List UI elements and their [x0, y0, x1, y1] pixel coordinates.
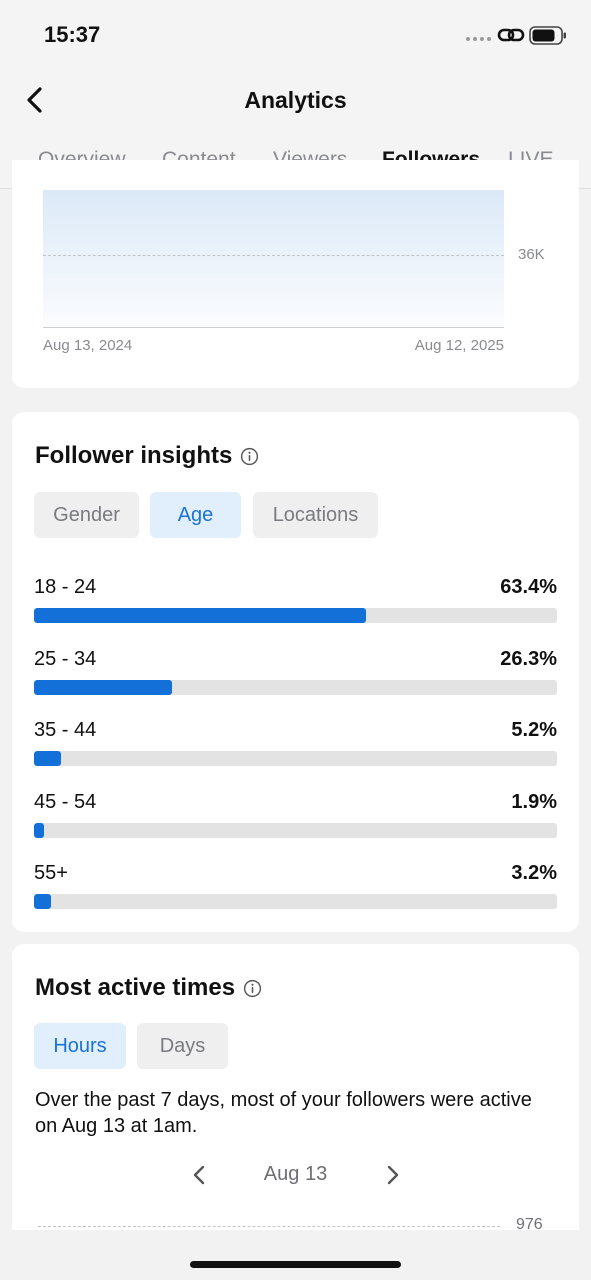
active-times-title-text: Most active times: [35, 974, 236, 1001]
info-icon[interactable]: [240, 447, 259, 466]
active-chart-y-label: 976: [516, 1216, 543, 1233]
battery-icon: [529, 26, 566, 45]
status-bar: 15:37: [0, 0, 591, 70]
age-bar-track: [34, 823, 557, 838]
page-title: Analytics: [244, 87, 347, 113]
chart-gridline: [43, 255, 504, 256]
age-group-label: 55+: [34, 862, 68, 884]
chart-x-end-label: Aug 12, 2025: [414, 337, 504, 354]
chevron-left-icon: [27, 87, 42, 113]
age-group-value: 63.4%: [500, 576, 557, 598]
bottom-safe-area: [0, 1230, 591, 1280]
age-bar-fill: [34, 680, 172, 695]
age-group-value: 3.2%: [511, 862, 557, 884]
filter-days-chip[interactable]: Days: [137, 1023, 228, 1069]
age-row: 25 - 34 26.3%: [34, 648, 557, 698]
link-icon: [497, 28, 525, 42]
insights-title: Follower insights: [35, 442, 259, 470]
active-chart-gridline: [38, 1226, 500, 1227]
age-row: 18 - 24 63.4%: [34, 576, 557, 626]
age-bar-track: [34, 894, 557, 909]
age-bar-fill: [34, 823, 44, 838]
age-bar-fill: [34, 751, 62, 766]
age-group-label: 25 - 34: [34, 648, 97, 670]
age-row: 55+ 3.2%: [34, 862, 557, 912]
filter-hours-chip[interactable]: Hours: [34, 1023, 126, 1069]
age-group-value: 26.3%: [500, 648, 557, 670]
age-group-value: 1.9%: [511, 791, 557, 813]
age-group-value: 5.2%: [511, 719, 557, 741]
age-bar-track: [34, 751, 557, 766]
active-times-description: Over the past 7 days, most of your follo…: [35, 1089, 532, 1137]
active-times-title: Most active times: [35, 974, 262, 1002]
chevron-left-icon: [193, 1165, 205, 1185]
back-button[interactable]: [18, 84, 50, 116]
next-day-button[interactable]: [380, 1162, 406, 1188]
age-row: 35 - 44 5.2%: [34, 719, 557, 769]
chart-x-start-label: Aug 13, 2024: [43, 337, 133, 354]
age-bar-track: [34, 608, 557, 623]
status-time: 15:37: [44, 22, 101, 47]
selected-date: Aug 13: [263, 1163, 328, 1185]
age-row: 45 - 54 1.9%: [34, 791, 557, 841]
age-group-label: 35 - 44: [34, 719, 97, 741]
age-bar-fill: [34, 894, 51, 909]
age-group-label: 45 - 54: [34, 791, 97, 813]
chevron-right-icon: [387, 1165, 399, 1185]
age-bar-track: [34, 680, 557, 695]
chart-area-fill: [43, 190, 504, 327]
filter-locations-chip[interactable]: Locations: [253, 492, 378, 538]
insights-title-text: Follower insights: [35, 442, 233, 469]
info-icon[interactable]: [243, 979, 262, 998]
follower-chart-card: 36K Aug 13, 2024 Aug 12, 2025: [12, 160, 579, 388]
most-active-times-card: Most active times Hours Days Over the pa…: [12, 944, 579, 1233]
follower-insights-card: Follower insights Gender Age Locations 1…: [12, 412, 579, 932]
filter-gender-chip[interactable]: Gender: [34, 492, 139, 538]
chart-y-label: 36K: [518, 246, 545, 263]
filter-age-chip[interactable]: Age: [150, 492, 241, 538]
date-navigator: Aug 13: [12, 1160, 579, 1190]
chart-baseline: [43, 327, 504, 328]
previous-day-button[interactable]: [186, 1162, 212, 1188]
signal-icon: [466, 37, 491, 41]
home-indicator[interactable]: [190, 1261, 401, 1268]
age-group-label: 18 - 24: [34, 576, 97, 598]
age-bar-fill: [34, 608, 366, 623]
